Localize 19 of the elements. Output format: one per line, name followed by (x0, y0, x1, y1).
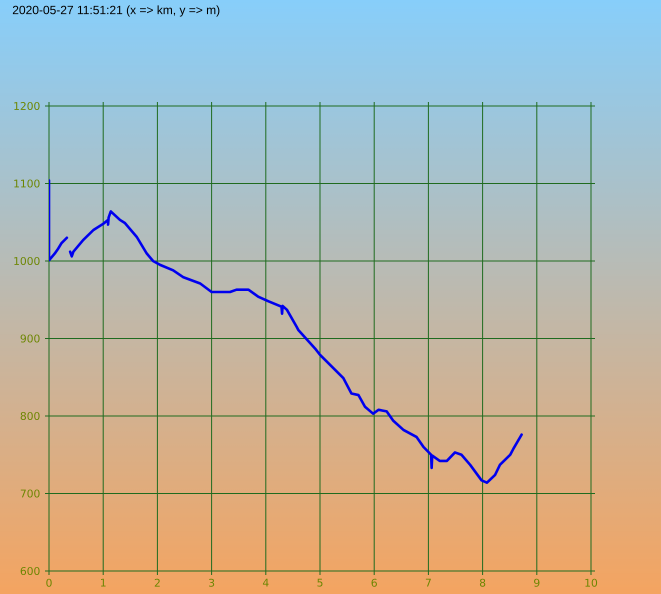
x-tick-label: 9 (534, 578, 540, 587)
y-tick-label: 900 (20, 334, 40, 343)
y-tick-label: 600 (20, 566, 40, 576)
x-tick-label: 5 (317, 578, 322, 587)
y-tick-label: 1100 (14, 179, 40, 188)
x-tick-label: 7 (426, 578, 431, 586)
chart-title: 2020-05-27 11:51:21 (x => km, y => m) (12, 5, 220, 17)
x-tick-label: 1 (100, 578, 106, 586)
y-tick-label: 1200 (14, 102, 40, 110)
x-tick-label: 6 (372, 578, 377, 587)
x-tick-label: 0 (46, 578, 52, 587)
x-tick-label: 10 (585, 578, 598, 587)
x-tick-label: 4 (262, 578, 269, 586)
x-tick-label: 2 (154, 578, 160, 587)
y-tick-label: 1000 (14, 256, 40, 266)
y-tick-label: 800 (20, 412, 40, 420)
x-tick-label: 3 (209, 578, 214, 587)
y-tick-label: 700 (20, 489, 40, 498)
x-tick-label: 8 (480, 578, 486, 587)
